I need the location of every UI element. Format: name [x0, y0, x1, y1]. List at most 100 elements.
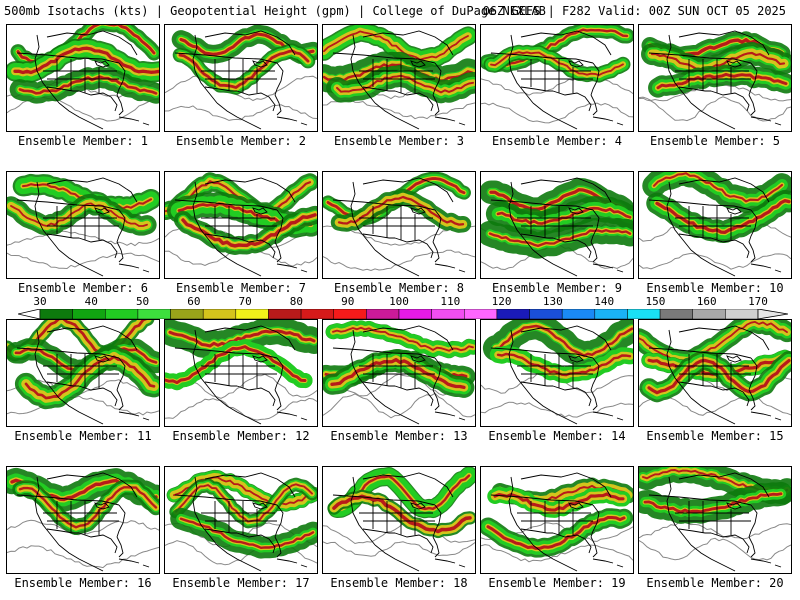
member-caption: Ensemble Member: 13	[330, 429, 468, 443]
map-boundary	[192, 34, 218, 104]
map-boundary	[678, 472, 770, 498]
map-boundary	[432, 62, 442, 96]
map-boundary	[678, 528, 711, 534]
header: 500mb Isotachs (kts) | Geopotential Heig…	[0, 0, 800, 22]
member-caption: Ensemble Member: 16	[14, 576, 152, 590]
map-boundary	[46, 86, 79, 92]
map-boundary	[362, 528, 395, 534]
map-boundary	[748, 209, 758, 243]
colorbar-max-arrow	[757, 309, 788, 319]
height-contour	[165, 75, 317, 102]
map-boundary	[552, 385, 592, 407]
isotach-band	[332, 326, 474, 352]
map-boundary	[748, 357, 758, 391]
colorbar-labels: 30 40 50 60 70 80 90 100 110 120 130 140 150 160 170	[18, 296, 788, 308]
colorbar-min-arrow	[18, 309, 41, 319]
height-contour	[323, 392, 475, 419]
map-boundary	[432, 504, 442, 538]
colorbar-swatch	[659, 309, 693, 319]
member-caption: Ensemble Member: 2	[175, 134, 307, 148]
colorbar-swatch	[268, 309, 302, 319]
map-boundary	[216, 249, 262, 277]
map-boundary	[568, 207, 584, 215]
colorbar-swatch	[431, 309, 465, 319]
map-boundary	[434, 558, 456, 564]
jet-stream-map	[323, 172, 475, 277]
map-boundary	[274, 357, 284, 391]
map-boundary	[520, 30, 612, 56]
map-boundary	[774, 269, 782, 273]
map-boundary	[94, 355, 110, 363]
map-boundary	[590, 241, 598, 263]
map-boundary	[748, 389, 756, 411]
map-boundary	[78, 237, 118, 259]
map-boundary	[216, 102, 262, 130]
height-contour	[639, 96, 791, 122]
map-boundary	[678, 177, 770, 203]
map-boundary	[590, 94, 598, 116]
height-contour	[639, 537, 791, 561]
height-contour	[481, 102, 633, 124]
map-boundary	[748, 504, 758, 538]
isotach-band	[332, 494, 472, 534]
map-boundary	[432, 389, 440, 411]
isotach-band	[494, 324, 633, 357]
map-boundary	[394, 237, 434, 259]
isotach-band	[643, 492, 783, 514]
map-boundary	[236, 385, 276, 407]
map-boundary	[374, 397, 420, 425]
map-boundary	[116, 94, 124, 116]
map-boundary	[774, 417, 782, 421]
map-boundary	[350, 476, 376, 546]
map-boundary	[116, 536, 124, 558]
map-boundary	[116, 504, 126, 538]
map-boundary	[520, 472, 612, 498]
member-caption: Ensemble Member: 6	[17, 281, 149, 295]
member-caption: Ensemble Member: 8	[333, 281, 465, 295]
jet-stream-map	[165, 172, 317, 277]
isotach-band	[490, 51, 624, 77]
map-boundary	[362, 325, 454, 351]
map-boundary	[590, 209, 600, 243]
map-boundary	[774, 122, 782, 126]
map-boundary	[592, 558, 614, 564]
map-boundary	[532, 249, 578, 277]
colorbar-swatch	[366, 309, 400, 319]
ensemble-member-19-map	[480, 466, 634, 574]
map-boundary	[46, 381, 79, 387]
height-contour	[639, 521, 791, 540]
jet-stream-map	[165, 25, 317, 130]
map-boundary	[458, 417, 466, 421]
map-boundary	[410, 502, 426, 510]
map-boundary	[58, 102, 104, 130]
isotach-band	[639, 320, 788, 362]
map-boundary	[58, 397, 104, 425]
colorbar-tick-label: 70	[238, 295, 252, 308]
isotach-band	[168, 329, 316, 348]
map-boundary	[46, 177, 138, 203]
map-boundary	[78, 90, 118, 112]
colorbar-swatch	[725, 309, 759, 319]
map-boundary	[94, 502, 110, 510]
map-boundary	[394, 385, 434, 407]
map-boundary	[274, 94, 282, 116]
ensemble-member-15-map	[638, 319, 792, 427]
map-boundary	[362, 30, 454, 56]
height-contour	[165, 397, 317, 421]
map-boundary	[666, 329, 692, 399]
map-boundary	[252, 60, 268, 68]
member-caption: Ensemble Member: 10	[646, 281, 784, 295]
map-boundary	[434, 263, 456, 269]
map-boundary	[216, 544, 262, 572]
map-boundary	[592, 411, 614, 417]
jet-stream-map	[323, 320, 475, 425]
map-boundary	[690, 397, 736, 425]
isotach-band	[181, 213, 317, 248]
colorbar-tick-label: 60	[187, 295, 201, 308]
map-boundary	[204, 177, 296, 203]
map-boundary	[362, 177, 454, 203]
isotach-band	[652, 172, 784, 203]
jet-stream-map	[7, 173, 159, 277]
map-boundary	[34, 34, 60, 104]
member-caption: Ensemble Member: 18	[330, 576, 468, 590]
